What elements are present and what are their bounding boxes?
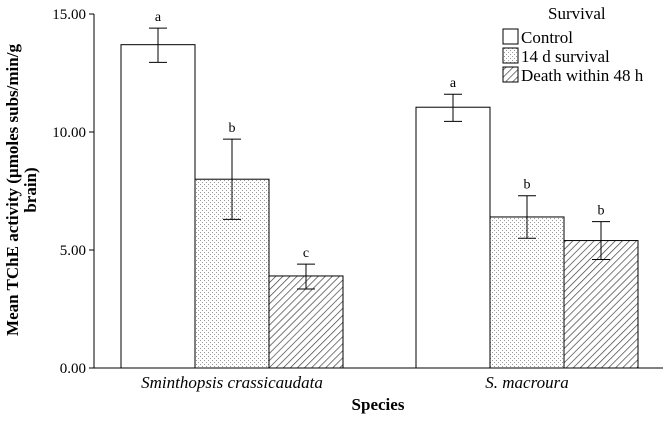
legend-swatch <box>502 66 519 83</box>
legend-swatch <box>502 28 519 45</box>
y-tick-label: 10.00 <box>52 125 86 141</box>
significance-letter: b <box>598 204 605 219</box>
y-tick-label: 0.00 <box>60 361 86 377</box>
significance-letter: a <box>155 10 162 25</box>
y-axis-title: Mean TChE activity (µmoles subs/min/g br… <box>3 44 40 336</box>
x-axis-title: Species <box>352 395 405 414</box>
bar <box>415 106 491 369</box>
significance-letter: b <box>524 178 531 193</box>
bar <box>268 275 344 369</box>
significance-letter: c <box>303 246 309 261</box>
y-tick-label: 5.00 <box>60 243 86 259</box>
y-axis-title-line-1: Mean TChE activity (µmoles subs/min/g <box>3 44 22 336</box>
legend-label: 14 d survival <box>521 47 610 66</box>
bar <box>120 44 196 369</box>
bar <box>563 240 639 369</box>
legend-label: Control <box>521 28 573 47</box>
significance-letter: a <box>450 76 457 91</box>
legend-swatch <box>502 47 519 64</box>
bar <box>489 216 565 369</box>
category-label: S. macroura <box>485 373 568 392</box>
y-ticks: 0.00 5.00 10.00 15.00 <box>52 7 94 377</box>
y-tick-label: 15.00 <box>52 7 86 23</box>
legend-label: Death within 48 h <box>521 66 644 85</box>
significance-letters: a b c a b b <box>155 10 605 261</box>
error-bars <box>149 27 610 290</box>
bars <box>120 44 639 369</box>
significance-letter: b <box>229 121 236 136</box>
legend-title: Survival <box>548 4 606 23</box>
category-labels: Sminthopsis crassicaudata S. macroura <box>141 373 569 392</box>
category-label: Sminthopsis crassicaudata <box>141 373 323 392</box>
y-axis-title-line-2: brain) <box>21 167 40 212</box>
